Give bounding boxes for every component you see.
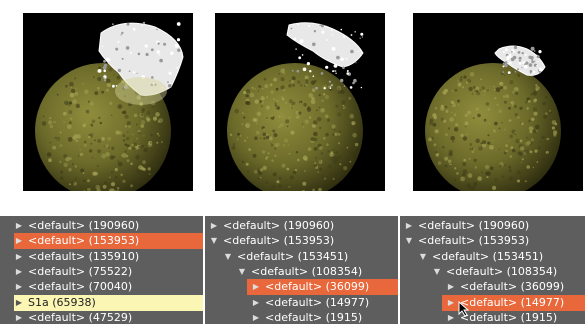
selection-highlight: [14, 233, 203, 250]
tree-row-label: <default> (108354): [251, 264, 363, 278]
tree-row[interactable]: ▼ <default> (108354): [205, 264, 398, 280]
sphere-texture: [229, 68, 359, 191]
volume-render-image: [35, 21, 184, 191]
tree-row-label: S1a (65938): [28, 295, 96, 309]
collapsed-arrow-icon[interactable]: ▶: [15, 282, 23, 292]
tree-row-label: <default> (153953): [28, 234, 140, 248]
selection-highlight: [442, 294, 585, 311]
sphere-texture: [41, 66, 167, 191]
sphere-volume: [227, 63, 363, 191]
tree-row[interactable]: ▶ <default> (14977): [205, 295, 398, 311]
tree-row[interactable]: ▼ <default> (153451): [205, 249, 398, 265]
tree-row[interactable]: ▶ <default> (70040): [0, 279, 203, 295]
tree-row[interactable]: ▼ <default> (108354): [400, 264, 585, 280]
tree-row[interactable]: ▶ <default> (190960): [400, 218, 585, 234]
panel-divider: [398, 216, 400, 324]
expanded-arrow-icon[interactable]: ▼: [405, 236, 413, 246]
tree-row[interactable]: ▶ <default> (14977): [400, 294, 585, 311]
tree-panel-3[interactable]: ▶ <default> (190960) ▼ <default> (153953) ▼ <…: [400, 216, 585, 324]
search-highlight: [14, 294, 203, 311]
tree-row[interactable]: ▶ <default> (190960): [205, 218, 398, 234]
tree-panel-1[interactable]: ▶ <default> (190960) ▶ <default> (153953) ▶ <…: [0, 216, 203, 324]
tree-row-label: <default> (36099): [460, 280, 565, 294]
render-viewport-1[interactable]: [23, 13, 193, 191]
expanded-arrow-icon[interactable]: ▼: [433, 266, 441, 276]
tree-row[interactable]: ▶ <default> (47529): [0, 310, 203, 324]
tree-row-label: <default> (190960): [223, 219, 335, 232]
render-viewport-2[interactable]: [215, 13, 385, 191]
tree-row-label: <default> (1915): [460, 310, 558, 324]
tree-row-label: <default> (153953): [418, 234, 530, 248]
tree-row-label: <default> (14977): [460, 295, 565, 309]
collapsed-arrow-icon[interactable]: ▶: [252, 312, 260, 322]
collapsed-arrow-icon[interactable]: ▶: [447, 282, 455, 292]
tree-row[interactable]: ▶ <default> (36099): [205, 279, 398, 296]
sphere-volume: [425, 63, 561, 191]
tree-row[interactable]: ▼ <default> (153953): [205, 233, 398, 249]
sphere-texture: [428, 71, 558, 191]
tree-row[interactable]: ▶ <default> (1915): [400, 310, 585, 324]
tree-row[interactable]: ▶ <default> (190960): [0, 218, 203, 234]
tree-row[interactable]: ▶ <default> (135910): [0, 249, 203, 265]
collapsed-arrow-icon[interactable]: ▶: [15, 266, 23, 276]
tree-row[interactable]: ▼ <default> (153953): [400, 233, 585, 249]
tree-row[interactable]: ▶ <default> (75522): [0, 264, 203, 280]
tree-row-label: <default> (153451): [237, 249, 349, 263]
panel-divider: [203, 216, 205, 324]
tree-row-label: <default> (47529): [28, 310, 133, 324]
tree-row-label: <default> (75522): [28, 264, 133, 278]
tree-row[interactable]: ▶ <default> (1915): [205, 310, 398, 324]
expanded-arrow-icon[interactable]: ▼: [238, 266, 246, 276]
collapsed-arrow-icon[interactable]: ▶: [210, 221, 218, 230]
fragment-structure: [286, 22, 364, 90]
tree-panel-2[interactable]: ▶ <default> (190960) ▼ <default> (153953) ▼ <…: [205, 216, 398, 324]
selection-highlight: [247, 279, 398, 296]
render-viewport-3[interactable]: [413, 13, 583, 191]
expanded-arrow-icon[interactable]: ▼: [419, 251, 427, 261]
collapsed-arrow-icon[interactable]: ▶: [405, 221, 413, 230]
tree-row-label: <default> (153953): [223, 234, 335, 248]
volume-render-image: [227, 22, 364, 191]
tree-row-label: <default> (1915): [265, 310, 363, 324]
fragment-structure: [494, 45, 546, 76]
collapsed-arrow-icon[interactable]: ▶: [15, 221, 23, 230]
collapsed-arrow-icon[interactable]: ▶: [252, 297, 260, 307]
tree-row[interactable]: ▼ <default> (153451): [400, 249, 585, 265]
collapsed-arrow-icon[interactable]: ▶: [447, 312, 455, 322]
tree-row-label: <default> (190960): [418, 219, 530, 232]
tree-row-label: <default> (153451): [432, 249, 544, 263]
tree-row-label: <default> (36099): [265, 280, 370, 294]
tree-row-label: <default> (70040): [28, 280, 133, 294]
collapsed-arrow-icon[interactable]: ▶: [252, 282, 260, 292]
mouse-pointer-icon: [458, 300, 470, 317]
fragment-structure: [97, 21, 184, 105]
tree-row[interactable]: ▶ <default> (36099): [400, 279, 585, 295]
collapsed-arrow-icon[interactable]: ▶: [15, 312, 23, 322]
tree-row-label: <default> (190960): [28, 219, 140, 232]
expanded-arrow-icon[interactable]: ▼: [210, 236, 218, 246]
tree-row-label: <default> (135910): [28, 249, 140, 263]
collapsed-arrow-icon[interactable]: ▶: [447, 297, 455, 307]
tree-row-label: <default> (14977): [265, 295, 370, 309]
collapsed-arrow-icon[interactable]: ▶: [15, 297, 23, 307]
volume-render-image: [425, 45, 561, 191]
expanded-arrow-icon[interactable]: ▼: [224, 251, 232, 261]
collapsed-arrow-icon[interactable]: ▶: [15, 236, 23, 246]
tree-row-label: <default> (108354): [446, 264, 558, 278]
collapsed-arrow-icon[interactable]: ▶: [15, 251, 23, 261]
tree-row[interactable]: ▶ <default> (153953): [0, 233, 203, 250]
tree-row[interactable]: ▶ S1a (65938): [0, 294, 203, 311]
